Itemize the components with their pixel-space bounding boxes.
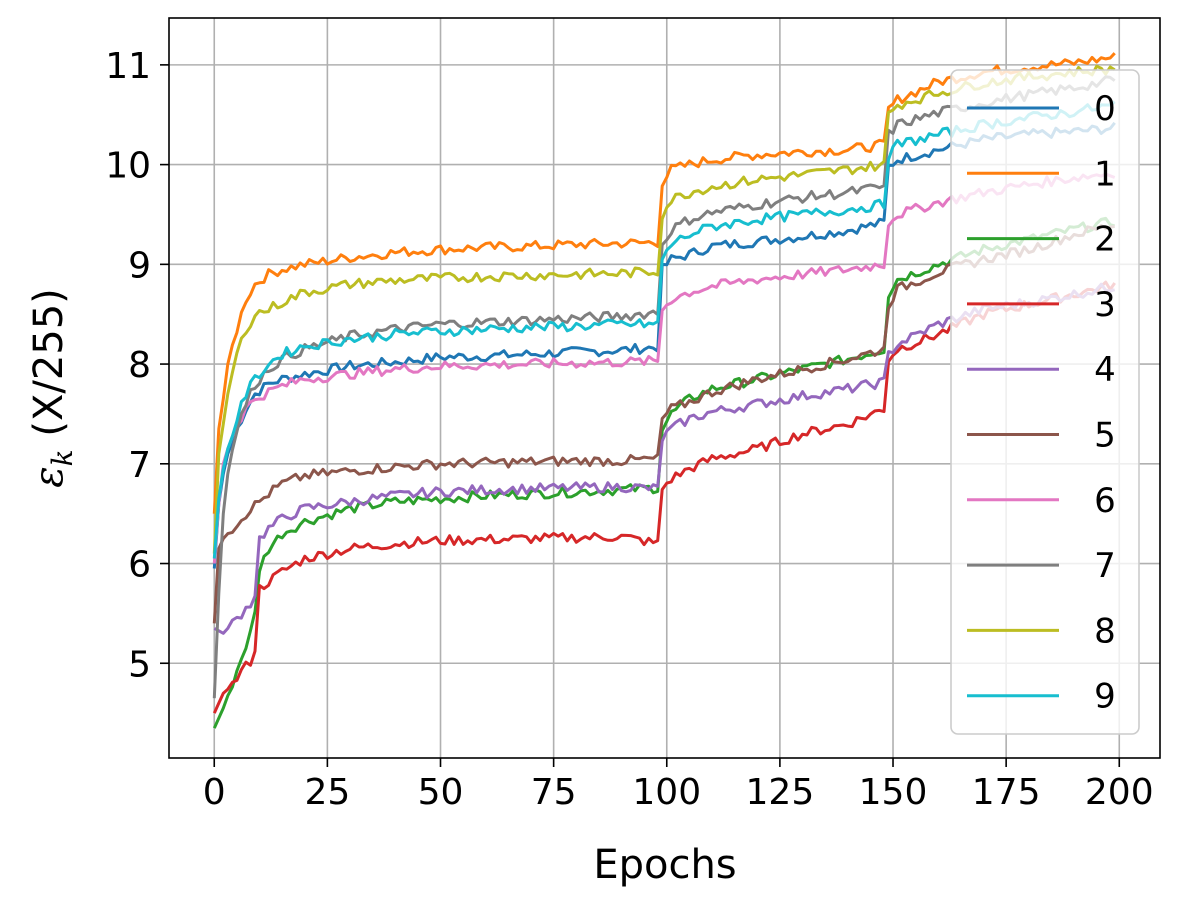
legend-label-8: 8 xyxy=(1094,611,1116,651)
legend-label-6: 6 xyxy=(1094,481,1116,521)
y-axis-label: εk (X/255) xyxy=(26,288,79,488)
y-tick-label: 8 xyxy=(128,345,151,386)
y-tick-label: 10 xyxy=(105,146,151,187)
y-tick-label: 6 xyxy=(128,545,151,586)
y-tick-label: 7 xyxy=(128,445,151,486)
legend-label-4: 4 xyxy=(1094,350,1116,390)
x-axis-label: Epochs xyxy=(593,842,736,888)
legend-label-3: 3 xyxy=(1094,285,1116,325)
x-tick-label: 150 xyxy=(859,772,928,813)
x-tick-label: 200 xyxy=(1085,772,1154,813)
plot-frame xyxy=(168,17,1161,759)
legend-box xyxy=(950,69,1140,735)
legend-label-1: 1 xyxy=(1094,154,1116,194)
legend-label-7: 7 xyxy=(1094,546,1116,586)
x-tick-label: 100 xyxy=(632,772,701,813)
legend: 0 1 2 3 4 5 6 7 8 9 xyxy=(950,69,1140,735)
legend-label-9: 9 xyxy=(1094,677,1116,717)
y-tick-label: 5 xyxy=(128,644,151,685)
x-tick-label: 75 xyxy=(531,772,577,813)
y-tick-label: 9 xyxy=(128,245,151,286)
y-axis-label-subscript: k xyxy=(46,449,79,466)
x-tick-label: 50 xyxy=(418,772,464,813)
legend-label-5: 5 xyxy=(1094,416,1116,456)
y-axis-label-symbol: ε xyxy=(26,466,72,487)
y-axis-label-units: (X/255) xyxy=(26,288,72,449)
x-tick-label: 25 xyxy=(304,772,350,813)
x-tick-label: 175 xyxy=(972,772,1041,813)
x-tick-label: 125 xyxy=(746,772,815,813)
x-tick-label: 0 xyxy=(203,772,226,813)
legend-label-0: 0 xyxy=(1094,89,1116,129)
legend-label-2: 2 xyxy=(1094,220,1116,260)
y-tick-label: 11 xyxy=(105,46,151,87)
